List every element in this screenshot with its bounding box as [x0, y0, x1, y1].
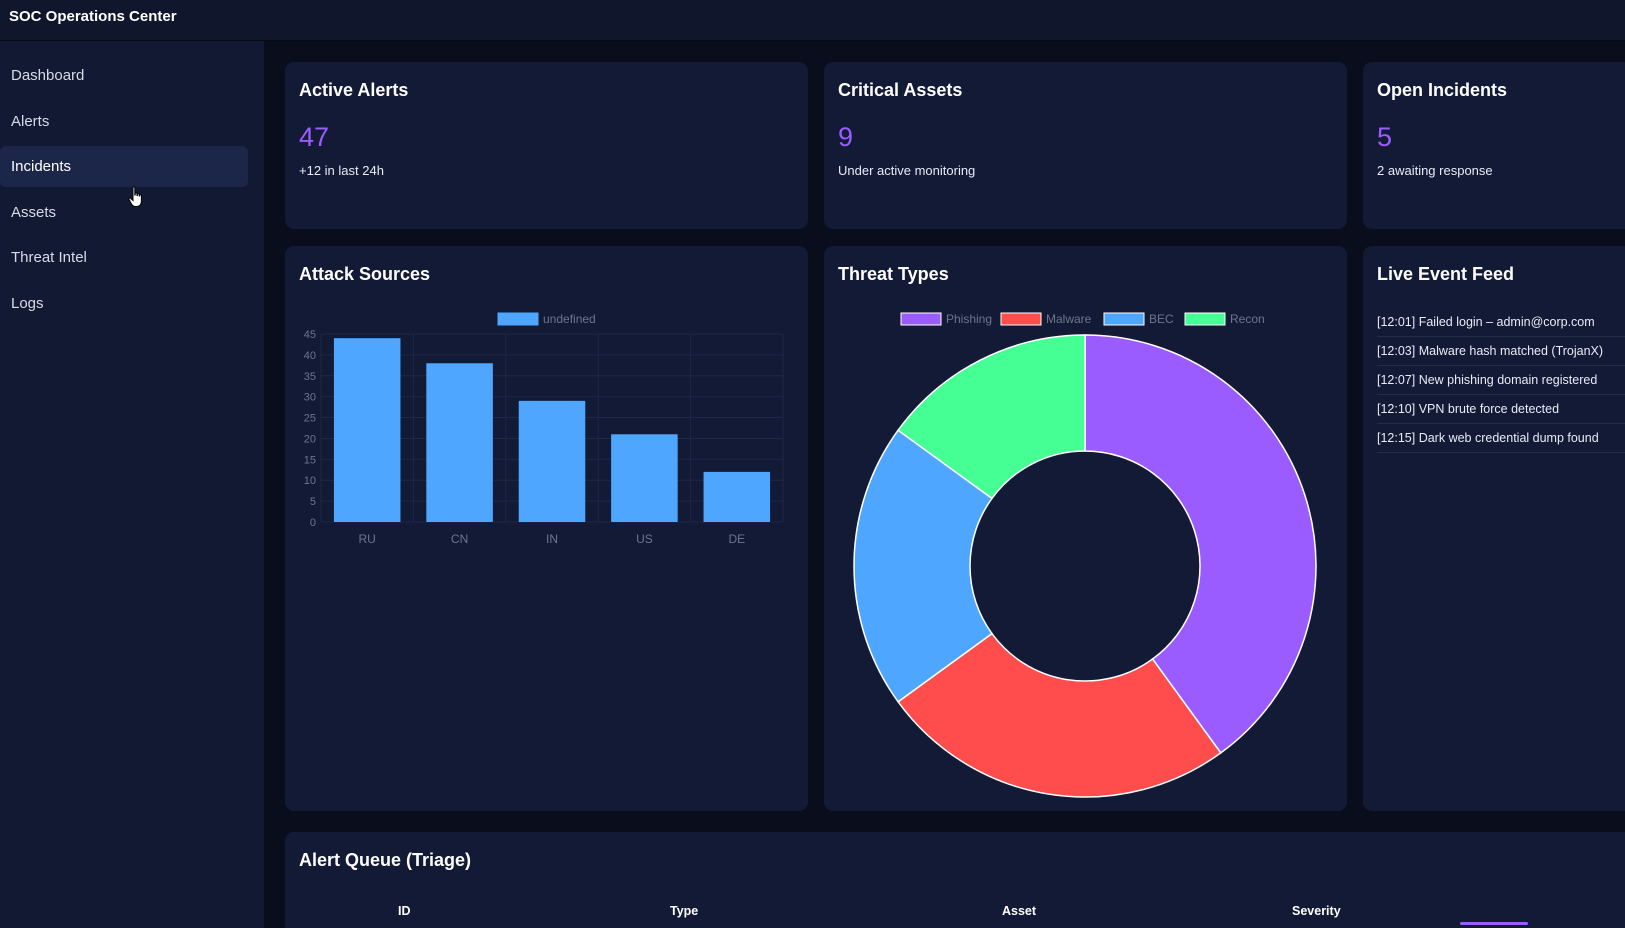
event-feed-item: [12:01] Failed login – admin@corp.com [1377, 308, 1625, 337]
sidebar-item-threat-intel[interactable]: Threat Intel [11, 249, 87, 266]
top-bar: SOC Operations Center [0, 0, 1625, 41]
alert-queue-card: Alert Queue (Triage) ID Type Asset Sever… [285, 832, 1625, 928]
column-header-asset[interactable]: Asset [1002, 904, 1037, 918]
y-tick-label: 40 [304, 350, 316, 362]
critical-assets-card: Critical Assets 9 Under active monitorin… [824, 62, 1347, 229]
y-tick-label: 45 [304, 329, 316, 341]
y-tick-label: 25 [304, 413, 316, 425]
threat-types-donut-chart: Phishing Malware BEC Recon [853, 312, 1317, 798]
card-title: Critical Assets [838, 80, 963, 100]
y-tick-label: 0 [310, 517, 316, 529]
card-title: Attack Sources [299, 264, 431, 284]
kpi-subtitle: Under active monitoring [838, 163, 976, 178]
legend-label-bec: BEC [1149, 312, 1174, 326]
attack-sources-bar-chart: undefined 0 5 10 15 20 25 30 35 40 45 RU CN IN US DE [304, 312, 784, 546]
card-title: Alert Queue (Triage) [299, 850, 472, 870]
open-incidents-card: Open Incidents 5 2 awaiting response [1363, 62, 1625, 229]
event-feed-item: [12:07] New phishing domain registered [1377, 366, 1625, 395]
live-event-feed-card: Live Event Feed [12:01] Failed login – a… [1363, 246, 1625, 811]
card-title: Live Event Feed [1377, 264, 1515, 284]
y-tick-label: 30 [304, 392, 316, 404]
attack-sources-card: Attack Sources undefined 0 5 10 15 20 25 30 35 40… [285, 246, 808, 811]
legend-swatch-recon [1184, 312, 1226, 326]
event-feed-item: [12:15] Dark web credential dump found [1377, 424, 1625, 453]
kpi-value: 5 [1377, 122, 1393, 152]
card-title: Threat Types [838, 264, 949, 284]
kpi-value: 9 [838, 122, 854, 152]
y-tick-label: 10 [304, 475, 316, 487]
y-tick-label: 20 [304, 433, 316, 445]
legend-label-phishing: Phishing [946, 312, 992, 326]
severity-badge [1460, 922, 1528, 925]
event-feed-item: [12:10] VPN brute force detected [1377, 395, 1625, 424]
bar-cn [426, 363, 493, 522]
sidebar-item-alerts[interactable]: Alerts [11, 113, 50, 130]
bar-de [703, 471, 771, 522]
y-tick-label: 5 [310, 496, 316, 508]
event-feed-list: [12:01] Failed login – admin@corp.com [1… [1377, 308, 1625, 453]
active-alerts-card: Active Alerts 47 +12 in last 24h [285, 62, 808, 229]
legend-label: undefined [543, 312, 596, 326]
threat-types-card: Threat Types Phishing Malware BEC Recon [824, 246, 1347, 811]
kpi-subtitle: 2 awaiting response [1377, 163, 1493, 178]
x-tick-label: RU [359, 532, 376, 546]
slice-recon [897, 334, 1086, 500]
bar-us [611, 434, 678, 522]
kpi-subtitle: +12 in last 24h [299, 163, 384, 178]
sidebar-item-assets[interactable]: Assets [11, 204, 57, 221]
y-tick-label: 15 [304, 454, 316, 466]
slice-malware [897, 632, 1222, 798]
legend-swatch [497, 312, 539, 326]
column-header-type[interactable]: Type [670, 904, 699, 918]
sidebar: Dashboard Alerts Incidents Assets Threat… [0, 41, 265, 928]
legend-label-recon: Recon [1230, 312, 1265, 326]
legend-swatch-bec [1103, 312, 1145, 326]
x-tick-label: CN [451, 532, 468, 546]
hand-cursor-icon [128, 186, 142, 207]
slice-bec [853, 429, 994, 703]
app-title: SOC Operations Center [9, 8, 177, 25]
kpi-value: 47 [299, 122, 330, 152]
card-title: Active Alerts [299, 80, 409, 100]
legend-swatch-phishing [900, 312, 942, 326]
x-tick-label: US [636, 532, 653, 546]
legend-swatch-malware [1000, 312, 1042, 326]
sidebar-item-incidents[interactable]: Incidents [0, 146, 248, 187]
sidebar-item-dashboard[interactable]: Dashboard [11, 67, 85, 84]
slice-phishing [1084, 334, 1317, 754]
bar-in [518, 400, 586, 522]
event-feed-item: [12:03] Malware hash matched (TrojanX) [1377, 337, 1625, 366]
y-tick-label: 35 [304, 371, 316, 383]
x-tick-label: DE [728, 532, 745, 546]
sidebar-item-logs[interactable]: Logs [11, 295, 44, 312]
bar-ru [333, 338, 401, 522]
card-title: Open Incidents [1377, 80, 1508, 100]
column-header-id[interactable]: ID [398, 904, 411, 918]
column-header-severity[interactable]: Severity [1292, 904, 1341, 918]
legend-label-malware: Malware [1046, 312, 1092, 326]
x-tick-label: IN [546, 532, 558, 546]
